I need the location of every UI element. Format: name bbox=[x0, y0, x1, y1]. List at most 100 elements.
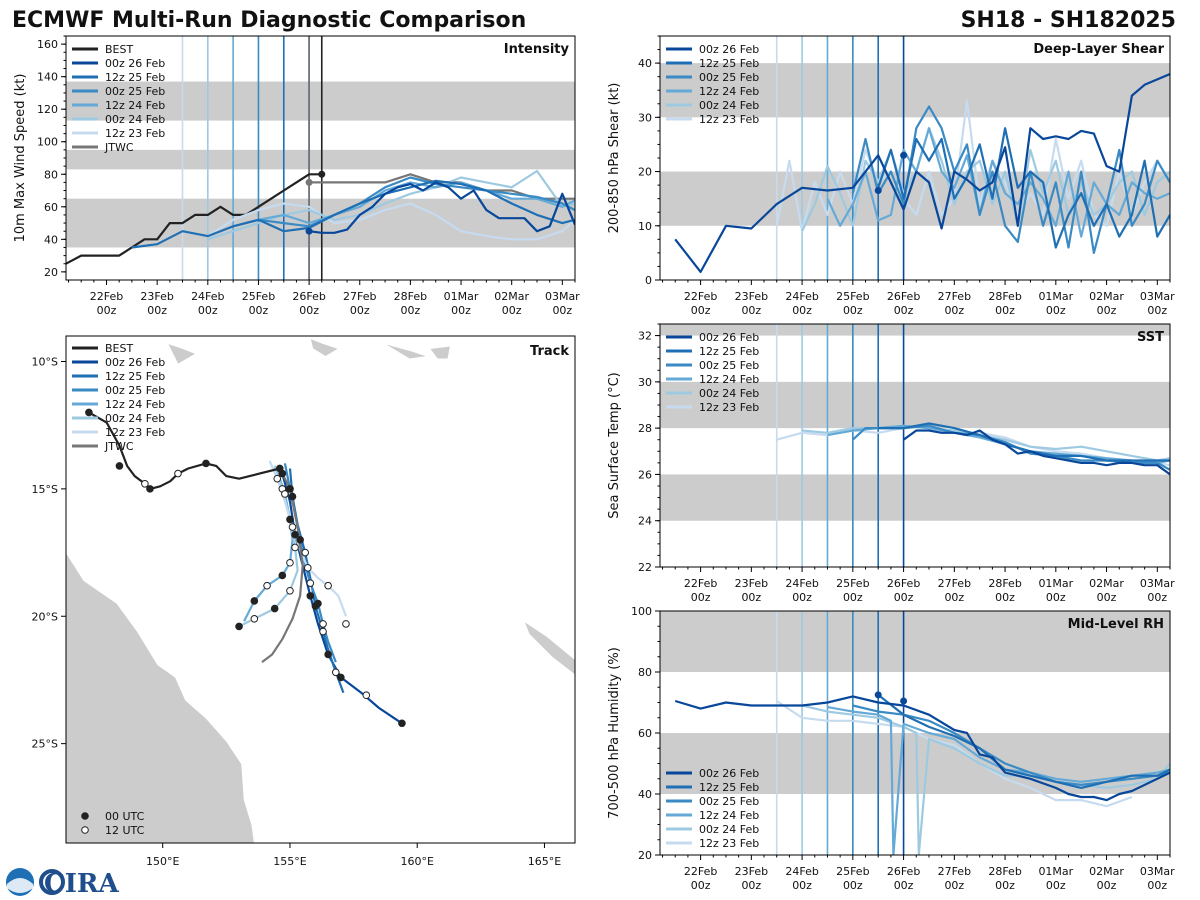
x-tick-date: 28Feb bbox=[988, 290, 1021, 303]
land-shape bbox=[383, 343, 428, 360]
axes-frame bbox=[659, 323, 1171, 568]
x-tick-hour: 00z bbox=[401, 304, 421, 317]
y-tick-label: 26 bbox=[638, 468, 652, 481]
legend-label-00z-25-feb: 00z 25 Feb bbox=[105, 384, 165, 397]
x-tick-hour: 00z bbox=[792, 591, 812, 604]
legend-label-12z-23-feb: 12z 23 Feb bbox=[105, 426, 165, 439]
track-position-marker bbox=[331, 668, 340, 677]
track-position-marker bbox=[273, 474, 282, 483]
series-line-00z-24-feb bbox=[801, 127, 1170, 232]
track-position-marker bbox=[319, 620, 327, 628]
track-position-marker bbox=[286, 485, 294, 493]
x-tick-hour: 00z bbox=[894, 879, 914, 892]
y-tick-label: 20 bbox=[638, 849, 652, 862]
x-tick-date: 28Feb bbox=[394, 290, 427, 303]
track-line-jtwc bbox=[261, 468, 304, 663]
track-position-marker bbox=[141, 479, 149, 488]
x-tick-date: 28Feb bbox=[988, 865, 1021, 878]
land-shape bbox=[66, 551, 255, 843]
x-tick-label: 160°E bbox=[400, 855, 433, 868]
legend-label-jtwc: JTWC bbox=[104, 440, 134, 453]
track-position-marker bbox=[398, 719, 406, 728]
legend-label-12z-24-feb: 12z 24 Feb bbox=[699, 809, 759, 822]
track-line-best bbox=[88, 411, 281, 490]
x-tick-hour: 00z bbox=[691, 879, 711, 892]
legend-label-00z-25-feb: 00z 25 Feb bbox=[699, 795, 759, 808]
track-position-marker bbox=[296, 536, 304, 544]
track-position-marker bbox=[85, 408, 93, 417]
track-panel: 150°E 155°E 160°E 165°E 10°S 15°S 20°S 25°S Trac… bbox=[32, 335, 576, 868]
series-line-00z-26-feb bbox=[902, 429, 1170, 476]
x-tick-date: 03Mar bbox=[1140, 290, 1175, 303]
x-tick-hour: 00z bbox=[995, 304, 1015, 317]
track-position-marker bbox=[250, 614, 259, 623]
panel-title: Track bbox=[530, 344, 569, 359]
track-position-marker bbox=[250, 597, 259, 605]
x-tick-date: 03Mar bbox=[1140, 865, 1175, 878]
x-tick-date: 24Feb bbox=[191, 290, 224, 303]
x-tick-date: 25Feb bbox=[836, 865, 869, 878]
y-tick-label: 160 bbox=[37, 38, 58, 51]
track-position-marker bbox=[342, 620, 350, 628]
x-tick-date: 01Mar bbox=[1038, 290, 1073, 303]
legend-label-00z-25-feb: 00z 25 Feb bbox=[699, 71, 759, 84]
legend-label-00z-25-feb: 00z 25 Feb bbox=[105, 85, 165, 98]
y-axis-label: 700-500 hPa Humidity (%) bbox=[607, 647, 622, 819]
x-tick-hour: 00z bbox=[198, 304, 218, 317]
threshold-band bbox=[660, 324, 1170, 336]
track-position-marker bbox=[319, 627, 327, 636]
y-tick-label: 0 bbox=[645, 274, 652, 287]
track-position-marker bbox=[288, 523, 297, 531]
track-position-marker bbox=[362, 691, 371, 700]
legend-label-12z-23-feb: 12z 23 Feb bbox=[105, 127, 165, 140]
track-position-marker bbox=[306, 592, 315, 600]
x-tick-hour: 00z bbox=[1046, 879, 1066, 892]
cira-logo: CIRA bbox=[6, 868, 119, 899]
series-end-marker bbox=[318, 170, 326, 178]
x-tick-hour: 00z bbox=[843, 879, 863, 892]
series-line-12z-24-feb bbox=[826, 127, 1170, 238]
x-tick-date: 22Feb bbox=[684, 865, 717, 878]
track-position-marker bbox=[202, 459, 210, 468]
series-line-00z-24-feb bbox=[207, 169, 575, 241]
x-tick-date: 23Feb bbox=[735, 577, 768, 590]
plot-area bbox=[660, 324, 1170, 567]
legend-label-00z-24-feb: 00z 24 Feb bbox=[699, 99, 759, 112]
x-tick-date: 02Mar bbox=[1089, 865, 1124, 878]
plot-area bbox=[660, 36, 1170, 280]
series-line-00z-26-feb bbox=[674, 72, 1170, 273]
x-tick-date: 27Feb bbox=[938, 290, 971, 303]
legend-label-00z-24-feb: 00z 24 Feb bbox=[105, 412, 165, 425]
x-tick-date: 25Feb bbox=[836, 577, 869, 590]
land-shape bbox=[167, 343, 197, 365]
y-tick-label: 140 bbox=[37, 71, 58, 84]
series-line-00z-25-feb bbox=[258, 176, 575, 228]
legend-label-00z-26-feb: 00z 26 Feb bbox=[105, 57, 165, 70]
y-tick-label: 20°S bbox=[32, 610, 58, 623]
x-tick-date: 26Feb bbox=[887, 290, 920, 303]
series-line-00z-26-feb bbox=[674, 695, 1170, 802]
track-position-marker bbox=[278, 571, 287, 580]
x-tick-date: 03Mar bbox=[545, 290, 580, 303]
threshold-band bbox=[660, 381, 1170, 429]
x-tick-hour: 00z bbox=[792, 879, 812, 892]
series-line-12z-25-feb bbox=[131, 179, 575, 249]
legend-label-12z-24-feb: 12z 24 Feb bbox=[699, 373, 759, 386]
x-tick-hour: 00z bbox=[944, 591, 964, 604]
legend-label-12z-25-feb: 12z 25 Feb bbox=[699, 345, 759, 358]
y-tick-label: 20 bbox=[638, 166, 652, 179]
x-tick-hour: 00z bbox=[894, 591, 914, 604]
track-position-marker bbox=[337, 673, 345, 682]
track-position-marker bbox=[291, 543, 299, 552]
x-tick-date: 28Feb bbox=[988, 577, 1021, 590]
legend-label-00z-25-feb: 00z 25 Feb bbox=[699, 359, 759, 372]
x-tick-date: 24Feb bbox=[785, 577, 818, 590]
x-tick-hour: 00z bbox=[995, 591, 1015, 604]
legend-label-00z-26-feb: 00z 26 Feb bbox=[699, 767, 759, 780]
marker-legend-label: 00 UTC bbox=[105, 810, 145, 823]
track-position-marker bbox=[286, 515, 294, 524]
series-marker bbox=[900, 697, 908, 705]
